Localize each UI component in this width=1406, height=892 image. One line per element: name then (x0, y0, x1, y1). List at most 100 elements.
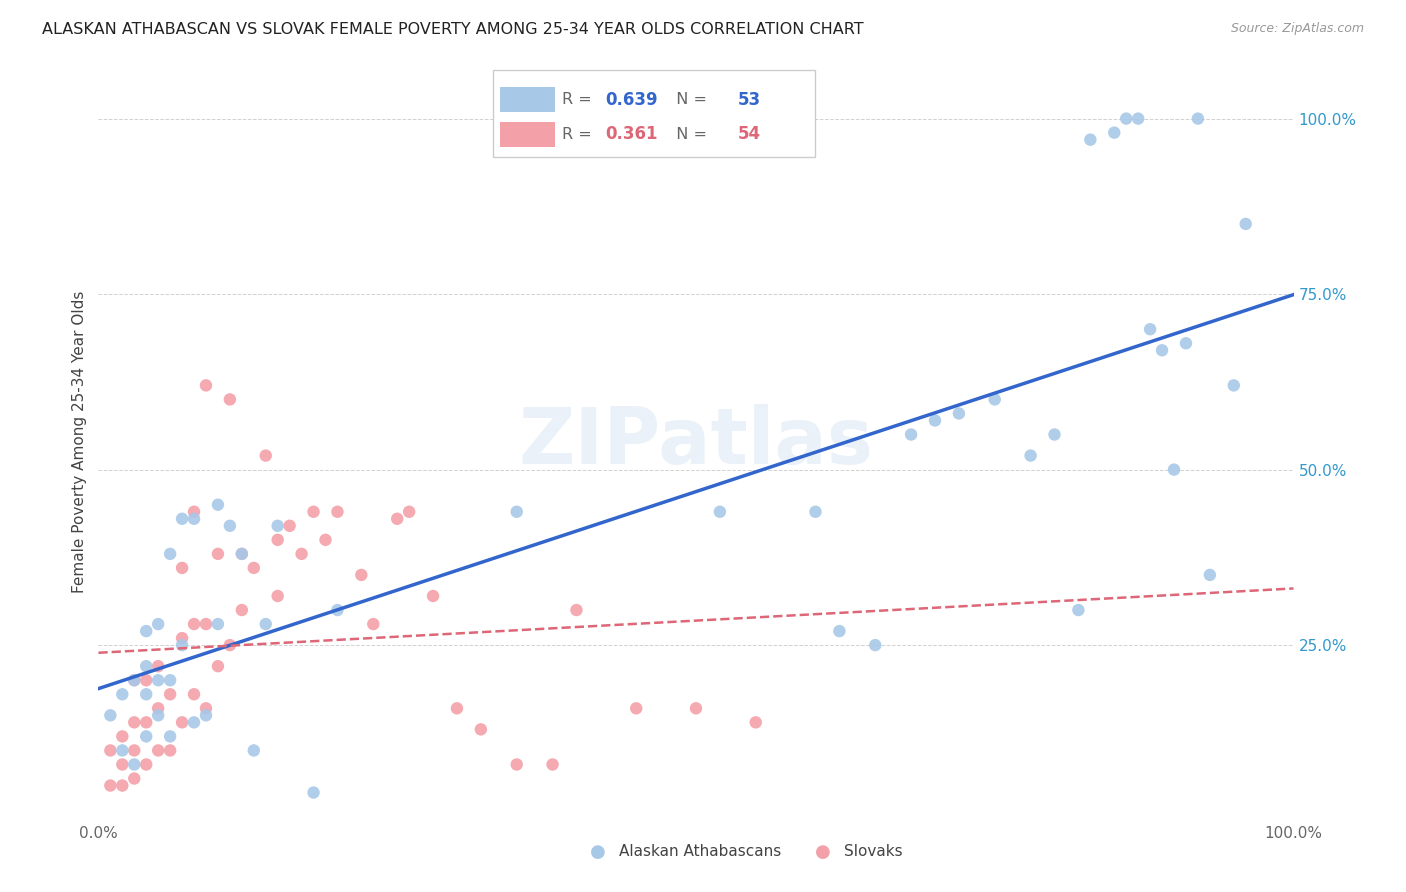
Point (219, 638, 242, 652)
Text: ALASKAN ATHABASCAN VS SLOVAK FEMALE POVERTY AMONG 25-34 YEAR OLDS CORRELATION CH: ALASKAN ATHABASCAN VS SLOVAK FEMALE POVE… (42, 22, 863, 37)
Point (148, 659, 170, 673)
Point (1223, 378, 1246, 392)
Point (804, 505, 827, 519)
Text: 0.639: 0.639 (605, 91, 658, 109)
Point (446, 701, 468, 715)
Point (148, 701, 170, 715)
Point (565, 603, 588, 617)
Point (267, 589, 290, 603)
Point (254, 617, 277, 632)
Point (159, 547, 181, 561)
Point (1175, 336, 1198, 351)
Point (267, 533, 290, 547)
Point (111, 730, 134, 744)
Point (506, 757, 529, 772)
Point (828, 624, 851, 639)
Point (183, 512, 205, 526)
Point (135, 730, 157, 744)
Point (398, 505, 420, 519)
Point (326, 603, 349, 617)
Point (172, 512, 194, 526)
Text: 54: 54 (738, 126, 761, 144)
Point (124, 743, 146, 757)
Point (159, 673, 181, 688)
Point (135, 757, 157, 772)
Point (98, 743, 122, 757)
Text: ●: ● (814, 843, 831, 861)
Point (1187, 112, 1209, 126)
Text: N =: N = (666, 127, 713, 142)
Point (1019, 449, 1042, 463)
Text: 53: 53 (738, 91, 761, 109)
Point (172, 638, 194, 652)
Point (135, 624, 157, 639)
Point (243, 743, 266, 757)
Point (148, 673, 170, 688)
Point (148, 617, 170, 632)
Point (195, 708, 218, 723)
Text: 0.361: 0.361 (605, 126, 658, 144)
Point (1115, 112, 1137, 126)
Point (948, 407, 970, 421)
Point (1080, 133, 1102, 147)
Point (470, 723, 492, 737)
Text: R =: R = (562, 127, 598, 142)
Point (135, 687, 157, 701)
Point (350, 568, 373, 582)
Point (183, 687, 205, 701)
Point (159, 730, 181, 744)
Text: R =: R = (562, 92, 598, 107)
Point (124, 757, 146, 772)
Point (135, 659, 157, 673)
Point (1104, 126, 1126, 140)
Point (254, 449, 277, 463)
Point (243, 561, 266, 575)
Point (865, 638, 887, 652)
Point (98, 708, 122, 723)
FancyBboxPatch shape (494, 70, 815, 157)
Point (385, 512, 409, 526)
Point (183, 617, 205, 632)
Point (135, 715, 157, 730)
Point (267, 518, 290, 533)
Point (709, 505, 731, 519)
Point (195, 617, 218, 632)
Text: Slovaks: Slovaks (844, 845, 903, 859)
Point (124, 673, 146, 688)
Point (159, 687, 181, 701)
Point (111, 779, 134, 793)
Point (1043, 427, 1066, 442)
Point (231, 603, 253, 617)
Point (195, 701, 218, 715)
Point (1152, 343, 1174, 358)
Point (183, 715, 205, 730)
Point (302, 505, 325, 519)
Point (148, 708, 170, 723)
Point (900, 427, 922, 442)
Point (111, 687, 134, 701)
Point (148, 743, 170, 757)
Text: ZIPatlas: ZIPatlas (519, 403, 873, 480)
Point (315, 533, 337, 547)
Text: Source: ZipAtlas.com: Source: ZipAtlas.com (1230, 22, 1364, 36)
Point (1199, 568, 1222, 582)
Point (124, 673, 146, 688)
Point (124, 715, 146, 730)
Point (183, 505, 205, 519)
Point (231, 547, 253, 561)
Point (207, 659, 229, 673)
Point (685, 701, 707, 715)
Point (1163, 462, 1185, 476)
Point (924, 413, 946, 427)
Point (745, 715, 768, 730)
Point (984, 392, 1007, 407)
Point (172, 631, 194, 645)
Point (111, 757, 134, 772)
Point (1234, 217, 1257, 231)
Point (541, 757, 564, 772)
Point (98, 779, 122, 793)
Point (363, 617, 385, 632)
Point (1067, 603, 1090, 617)
Point (626, 701, 648, 715)
Point (207, 617, 229, 632)
